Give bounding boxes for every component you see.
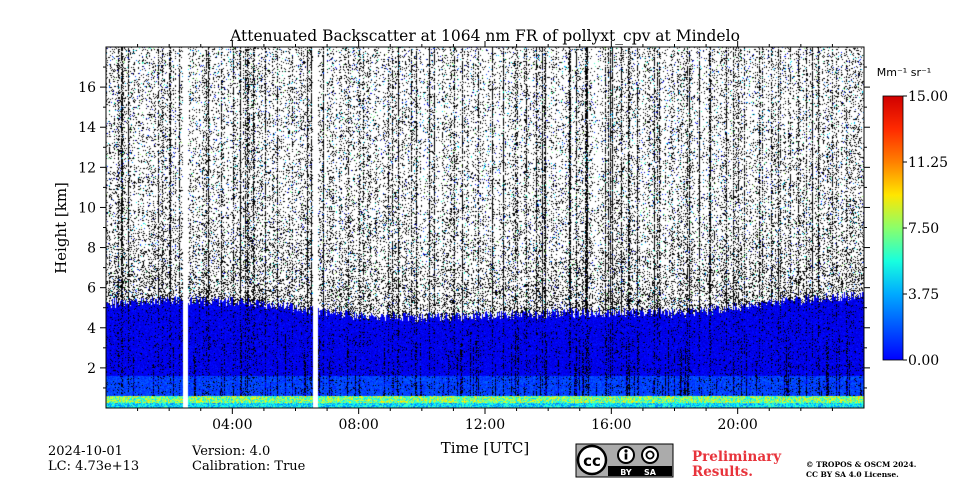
x-axis-ticks: 04:00 08:00 12:00 16:00 20:00 xyxy=(137,41,833,433)
y-tick-label: 6 xyxy=(87,281,96,297)
sa-sharealike-icon xyxy=(641,446,659,464)
y-tick-label: 10 xyxy=(78,200,96,216)
x-axis-label: Time [UTC] xyxy=(441,439,530,457)
version-text: Version: 4.0 xyxy=(191,444,270,459)
colorbar-tick-label: 3.75 xyxy=(908,287,939,303)
x-tick-label: 20:00 xyxy=(717,417,757,433)
y-tick-label: 14 xyxy=(78,120,96,136)
colorbar-tick-label: 15.00 xyxy=(908,89,948,105)
backscatter-heatmap xyxy=(106,47,864,408)
cc-icon xyxy=(576,444,608,476)
x-tick-label: 04:00 xyxy=(212,417,252,433)
y-tick-label: 8 xyxy=(87,241,96,257)
colorbar-tick-label: 7.50 xyxy=(908,221,939,237)
lc-text: LC: 4.73e+13 xyxy=(48,459,139,474)
colorbar: Mm⁻¹ sr⁻¹ 0.00 3.75 7.50 11.25 15.00 xyxy=(877,66,948,369)
colorbar-unit-label: Mm⁻¹ sr⁻¹ xyxy=(877,66,931,79)
copyright-line1: © TROPOS & OSCM 2024. xyxy=(806,460,916,469)
colorbar-ticks: 0.00 3.75 7.50 11.25 15.00 xyxy=(903,89,948,369)
y-tick-label: 12 xyxy=(78,160,96,176)
date-text: 2024-10-01 xyxy=(48,444,123,459)
x-tick-label: 16:00 xyxy=(591,417,631,433)
copyright-line2: CC BY SA 4.0 License. xyxy=(806,470,899,479)
y-axis-ticks: 2 4 6 8 10 12 14 16 xyxy=(78,66,870,389)
y-tick-label: 2 xyxy=(87,361,96,377)
cc-badge-strip xyxy=(608,466,672,476)
y-tick-label: 16 xyxy=(78,80,96,96)
cc-license-badge: cc BY SA xyxy=(575,443,674,478)
x-tick-label: 12:00 xyxy=(465,417,505,433)
sa-label: SA xyxy=(644,468,657,477)
by-attribution-body xyxy=(624,453,628,460)
plot-area: 04:00 08:00 12:00 16:00 20:00 2 4 6 8 10 12 14 16 xyxy=(78,41,870,433)
colorbar-gradient xyxy=(882,95,904,361)
by-label: BY xyxy=(620,468,632,477)
sa-sharealike-arrow xyxy=(645,450,655,460)
by-attribution-head xyxy=(624,449,628,453)
colorbar-tick-label: 11.25 xyxy=(908,155,948,171)
calibration-text: Calibration: True xyxy=(192,459,306,474)
cc-icon-text: cc xyxy=(583,452,601,470)
colorbar-tick-label: 0.00 xyxy=(908,353,939,369)
x-tick-label: 08:00 xyxy=(338,417,378,433)
preliminary-results-line1: Preliminary xyxy=(692,449,782,465)
y-tick-label: 4 xyxy=(87,321,96,337)
preliminary-results-line2: Results. xyxy=(692,464,753,480)
y-axis-label: Height [km] xyxy=(52,182,70,274)
chart-title: Attenuated Backscatter at 1064 nm FR of … xyxy=(229,27,740,45)
